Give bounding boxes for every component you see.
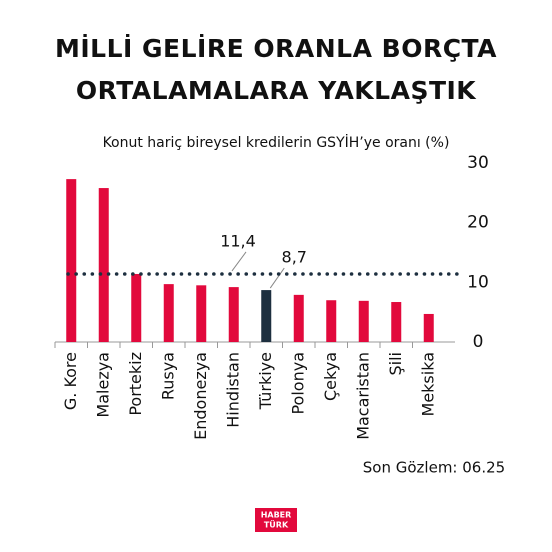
bar [163, 284, 174, 342]
x-tick-label: Rusya [158, 352, 177, 400]
y-tick-label: 30 [467, 153, 489, 173]
x-tick-label: Macaristan [353, 352, 372, 440]
logo-text: TÜRK [264, 520, 289, 530]
value-label: 8,7 [282, 248, 307, 267]
y-tick-label: 20 [467, 213, 489, 233]
bar [98, 188, 109, 342]
chart-title: MİLLİ GELİRE ORANLA BORÇTA [55, 33, 497, 63]
x-tick-label: Çekya [321, 352, 340, 401]
bar [228, 287, 239, 342]
logo-text: HABER [261, 511, 292, 520]
x-tick-label: Hindistan [223, 352, 242, 428]
x-tick-label: Meksika [418, 352, 437, 416]
x-tick-label: Endonezya [191, 352, 210, 440]
logo [255, 508, 297, 532]
bar [423, 313, 434, 342]
y-tick-label: 0 [473, 332, 484, 352]
leader-line [269, 267, 285, 289]
bar [131, 273, 142, 342]
bar [196, 285, 207, 342]
bar [261, 290, 272, 342]
chart-title: ORTALAMALARA YAKLAŞTIK [76, 76, 477, 105]
leader-line [231, 251, 247, 272]
bar [293, 294, 304, 342]
x-tick-label: Şili [386, 352, 405, 376]
x-tick-label: Malezya [93, 352, 112, 418]
bar [391, 302, 402, 342]
x-tick-label: G. Kore [61, 352, 80, 410]
bar [326, 300, 337, 342]
y-tick-label: 10 [467, 272, 489, 292]
bar [66, 179, 77, 342]
x-tick-label: Polonya [288, 352, 307, 415]
chart-subtitle: Konut hariç bireysel kredilerin GSYİH’ye… [103, 133, 450, 151]
bar [358, 300, 369, 342]
x-tick-label: Türkiye [256, 352, 275, 410]
note: Son Gözlem: 06.25 [363, 459, 505, 477]
average-label: 11,4 [220, 231, 256, 250]
x-tick-label: Portekiz [126, 352, 145, 416]
